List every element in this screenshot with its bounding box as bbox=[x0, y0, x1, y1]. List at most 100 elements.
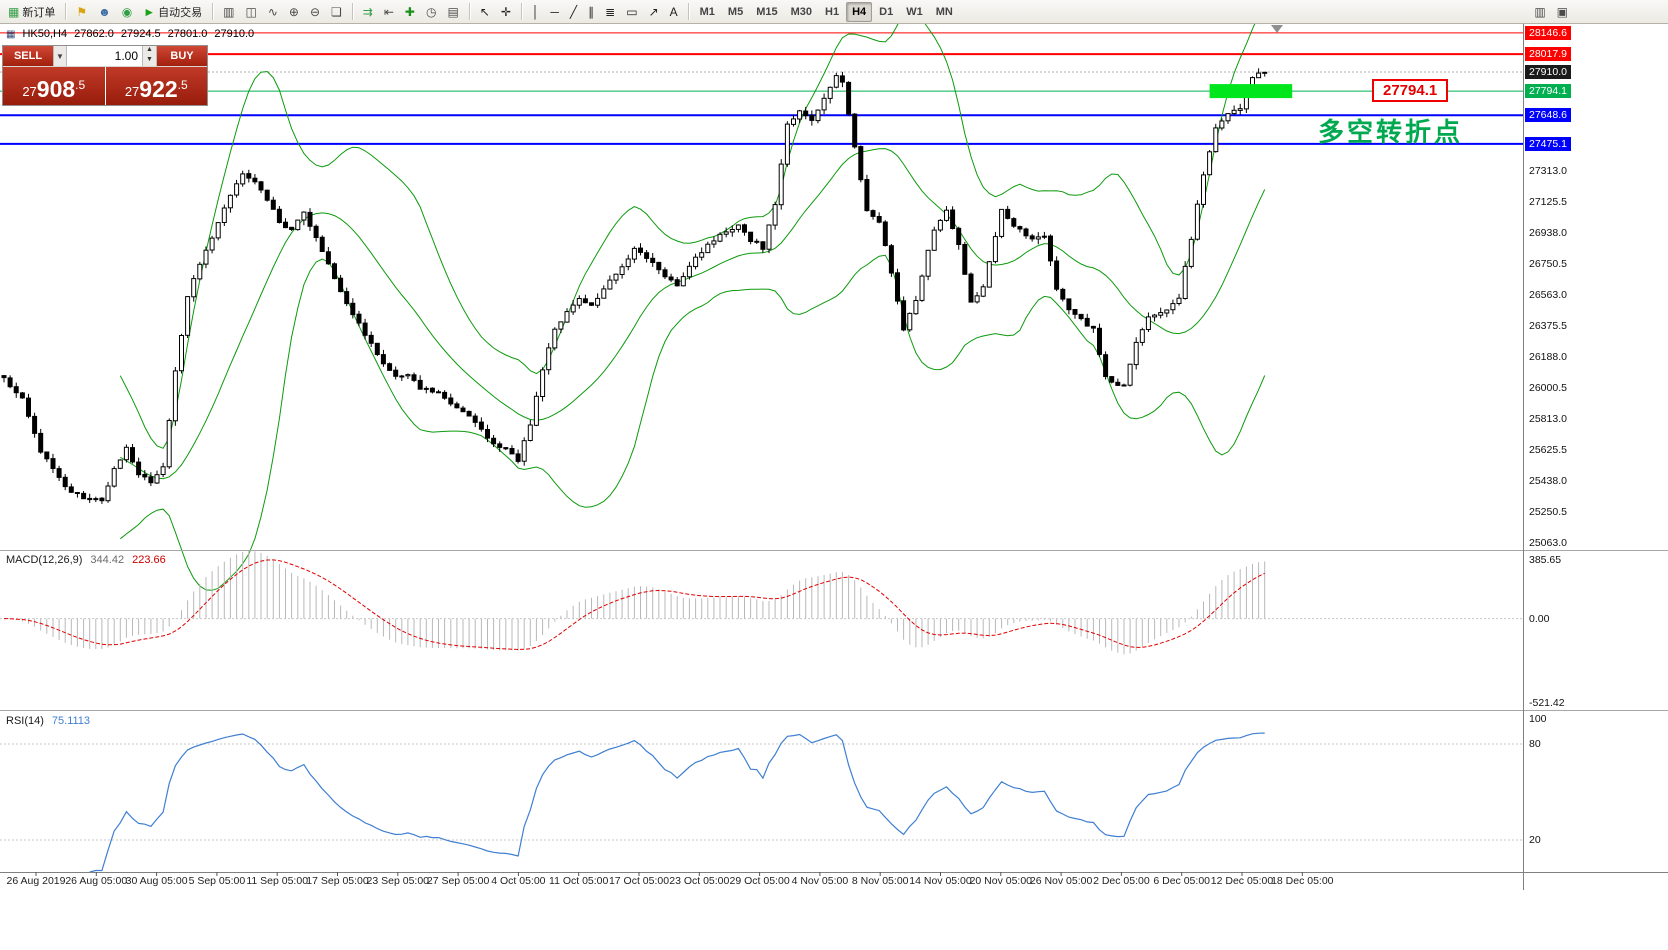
symbol-high: 27924.5 bbox=[120, 28, 161, 40]
level-lines[interactable] bbox=[0, 32, 1523, 145]
add-indicator-icon[interactable]: ✚ bbox=[400, 2, 420, 22]
candlestick-chart-icon[interactable]: ◫ bbox=[240, 2, 261, 22]
time-axis-label: 5 Sep 05:00 bbox=[188, 875, 246, 887]
candlestick-chart-icon: ◫ bbox=[245, 4, 257, 19]
toolbar-separator bbox=[65, 3, 67, 20]
channel-icon[interactable]: ∥ bbox=[583, 2, 599, 22]
profile-icon[interactable]: ☻ bbox=[93, 2, 116, 22]
channel-icon: ∥ bbox=[588, 4, 595, 19]
price-axis-tag: 27794.1 bbox=[1525, 84, 1571, 99]
time-axis-label: 17 Oct 05:00 bbox=[608, 875, 670, 887]
new-order-button-label: 新订单 bbox=[22, 6, 56, 19]
period-clock-icon[interactable]: ◷ bbox=[421, 2, 441, 22]
auto-scroll-icon: ⇉ bbox=[362, 4, 373, 19]
autotrade-button[interactable]: ► 自动交易 bbox=[138, 2, 207, 22]
sell-price-sup: .5 bbox=[75, 78, 86, 92]
lot-spin-down-icon[interactable]: ▼ bbox=[146, 56, 153, 63]
chart-shift-icon: ⇤ bbox=[383, 4, 394, 19]
cursor-icon[interactable]: ↖ bbox=[475, 2, 495, 22]
time-axis-label: 2 Dec 05:00 bbox=[1093, 875, 1150, 887]
auto-scroll-icon[interactable]: ⇉ bbox=[358, 2, 378, 22]
vertical-line-icon[interactable]: │ bbox=[527, 2, 545, 22]
new-order-button[interactable]: ▦ 新订单 bbox=[3, 2, 60, 22]
rsi-axis-label: 80 bbox=[1529, 738, 1541, 750]
crosshair-icon[interactable]: ✛ bbox=[496, 2, 516, 22]
timeframe-m5[interactable]: M5 bbox=[722, 2, 749, 22]
buy-price-big: 922 bbox=[139, 76, 178, 103]
rsi-axis-label: 100 bbox=[1529, 713, 1547, 725]
zoom-in-icon[interactable]: ⊕ bbox=[284, 2, 304, 22]
time-axis[interactable]: 26 Aug 2019 26 Aug 05:00 30 Aug 05:00 5 Sep… bbox=[0, 873, 1668, 891]
macd-axis-label: 385.65 bbox=[1529, 554, 1562, 566]
lot-input[interactable] bbox=[67, 46, 142, 66]
time-axis-label: 6 Dec 05:00 bbox=[1153, 875, 1210, 887]
green-zone-rect[interactable] bbox=[1209, 84, 1293, 99]
price-axis[interactable]: 27313.0 27125.5 26938.0 26750.5 26563.0 26375… bbox=[1524, 24, 1667, 874]
timeframe-h4[interactable]: H4 bbox=[846, 1, 873, 22]
time-axis-label: 4 Oct 05:00 bbox=[491, 875, 546, 887]
line-chart-icon[interactable]: ∿ bbox=[263, 2, 283, 22]
price-axis-tag: 28017.9 bbox=[1525, 47, 1571, 62]
buy-price-display[interactable]: 27 922 .5 bbox=[105, 67, 207, 105]
timeframe-m1[interactable]: M1 bbox=[694, 2, 721, 22]
data-window-icon[interactable]: ▣ bbox=[1552, 2, 1573, 22]
toolbar-separator bbox=[687, 3, 689, 20]
time-axis-label: 23 Sep 05:00 bbox=[366, 875, 430, 887]
bar-chart-icon: ▥ bbox=[223, 4, 235, 19]
timeframe-m15[interactable]: M15 bbox=[750, 2, 783, 22]
zoom-out-icon[interactable]: ⊖ bbox=[305, 2, 325, 22]
bollinger-bands bbox=[119, 3, 1266, 591]
tile-windows-icon[interactable]: ❏ bbox=[326, 2, 347, 22]
one-click-trading-panel: SELL ▼ ▲ ▼ BUY 27 908 .5 27 922 .5 bbox=[2, 45, 208, 106]
community-icon: ◉ bbox=[121, 4, 133, 19]
price-axis-label: 26188.0 bbox=[1529, 350, 1567, 363]
line-chart-icon: ∿ bbox=[267, 4, 278, 19]
toolbar-separator bbox=[351, 3, 353, 20]
timeframe-w1[interactable]: W1 bbox=[900, 2, 929, 22]
trendline-icon: ╱ bbox=[569, 4, 578, 19]
text-label-icon[interactable]: A bbox=[665, 2, 683, 22]
toolbar: ▦ 新订单 ⚑ ☻ ◉ ► 自动交易 ▥ ◫ ∿ ⊕ ⊖ ❏ ⇉ ⇤ ✚ ◷ ▤ ↖ ✛ │ ─ ╱ ∥ ≣ ▭ ↗ A M1 M5 M15… bbox=[0, 0, 1668, 24]
turning-point-label[interactable]: 多空转折点 bbox=[1318, 117, 1464, 147]
buy-button[interactable]: BUY bbox=[157, 46, 207, 66]
timeframe-h1[interactable]: H1 bbox=[819, 2, 845, 22]
chart-shift-icon[interactable]: ⇤ bbox=[379, 2, 399, 22]
lot-spinner[interactable]: ▲ ▼ bbox=[142, 46, 157, 66]
horizontal-line-icon[interactable]: ─ bbox=[545, 2, 564, 22]
order-type-dropdown[interactable]: ▼ bbox=[53, 46, 67, 66]
time-axis-label: 20 Nov 05:00 bbox=[969, 875, 1033, 887]
market-watch-icon[interactable]: ▥ bbox=[1529, 2, 1550, 22]
horizontal-line-icon: ─ bbox=[550, 4, 559, 19]
bar-chart-icon[interactable]: ▥ bbox=[218, 2, 239, 22]
community-icon[interactable]: ◉ bbox=[117, 2, 137, 22]
trendline-icon[interactable]: ╱ bbox=[565, 2, 582, 22]
shapes-icon[interactable]: ▭ bbox=[621, 2, 642, 22]
toolbar-separator bbox=[520, 3, 522, 20]
announcement-icon[interactable]: ⚑ bbox=[71, 2, 92, 22]
sell-price-small: 27 bbox=[22, 84, 37, 99]
fibonacci-icon[interactable]: ≣ bbox=[600, 2, 620, 22]
sell-button[interactable]: SELL bbox=[3, 46, 53, 66]
price-axis-label: 26938.0 bbox=[1529, 226, 1567, 239]
sell-price-display[interactable]: 27 908 .5 bbox=[3, 67, 105, 105]
price-axis-label: 27313.0 bbox=[1529, 164, 1567, 177]
timeframe-mn-label: MN bbox=[935, 5, 953, 18]
text-label-icon: A bbox=[669, 4, 678, 19]
crosshair-icon: ✛ bbox=[500, 4, 511, 19]
rsi-indicator-label: RSI(14) 75.1113 bbox=[6, 715, 90, 727]
rsi-name: RSI(14) bbox=[6, 715, 44, 727]
timeframe-mn[interactable]: MN bbox=[930, 2, 959, 22]
autotrade-play-icon: ► bbox=[143, 4, 156, 19]
buy-price-small: 27 bbox=[124, 84, 140, 99]
chart-shift-marker[interactable] bbox=[1271, 25, 1283, 33]
price-axis-label: 25063.0 bbox=[1529, 536, 1567, 549]
period-clock-icon: ◷ bbox=[425, 4, 437, 19]
macd-axis-label: 0.00 bbox=[1529, 612, 1550, 625]
lot-spin-up-icon[interactable]: ▲ bbox=[146, 46, 153, 53]
timeframe-m30[interactable]: M30 bbox=[785, 2, 818, 22]
profile-icon: ☻ bbox=[98, 4, 111, 19]
arrows-icon[interactable]: ↗ bbox=[644, 2, 664, 22]
price-level-tag[interactable]: 27794.1 bbox=[1372, 79, 1449, 102]
template-icon[interactable]: ▤ bbox=[442, 2, 463, 22]
timeframe-d1[interactable]: D1 bbox=[873, 2, 899, 22]
